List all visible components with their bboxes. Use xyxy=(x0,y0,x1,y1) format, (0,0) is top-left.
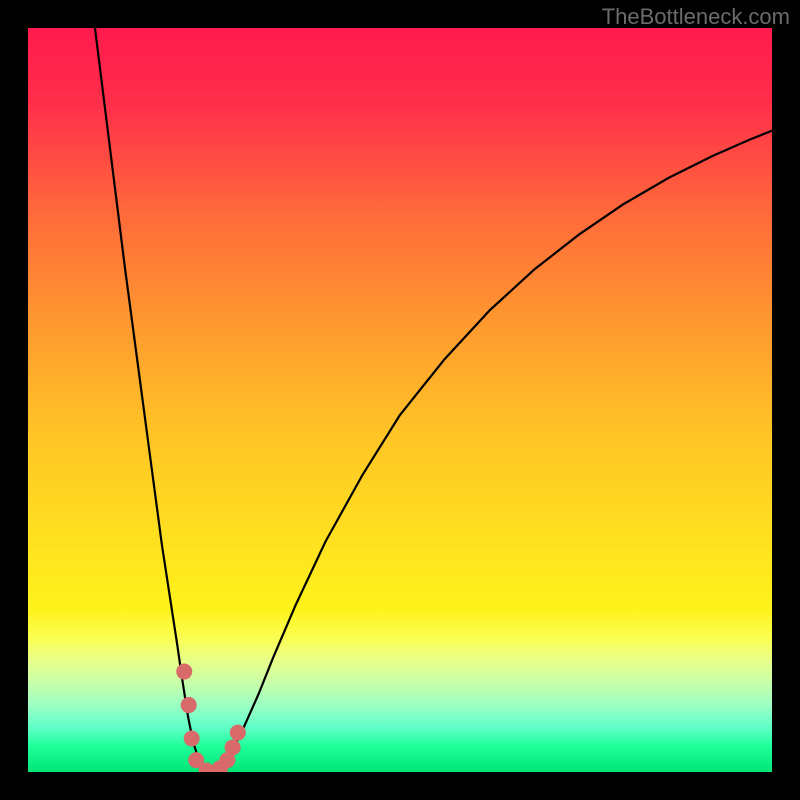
plot-area xyxy=(28,28,772,772)
watermark-label: TheBottleneck.com xyxy=(602,4,790,30)
chart-container: TheBottleneck.com xyxy=(0,0,800,800)
marker-dot xyxy=(184,731,200,747)
gradient-background xyxy=(28,28,772,772)
marker-dot xyxy=(181,697,197,713)
plot-svg xyxy=(28,28,772,772)
marker-dot xyxy=(230,725,246,741)
marker-dot xyxy=(176,664,192,680)
marker-dot xyxy=(225,739,241,755)
